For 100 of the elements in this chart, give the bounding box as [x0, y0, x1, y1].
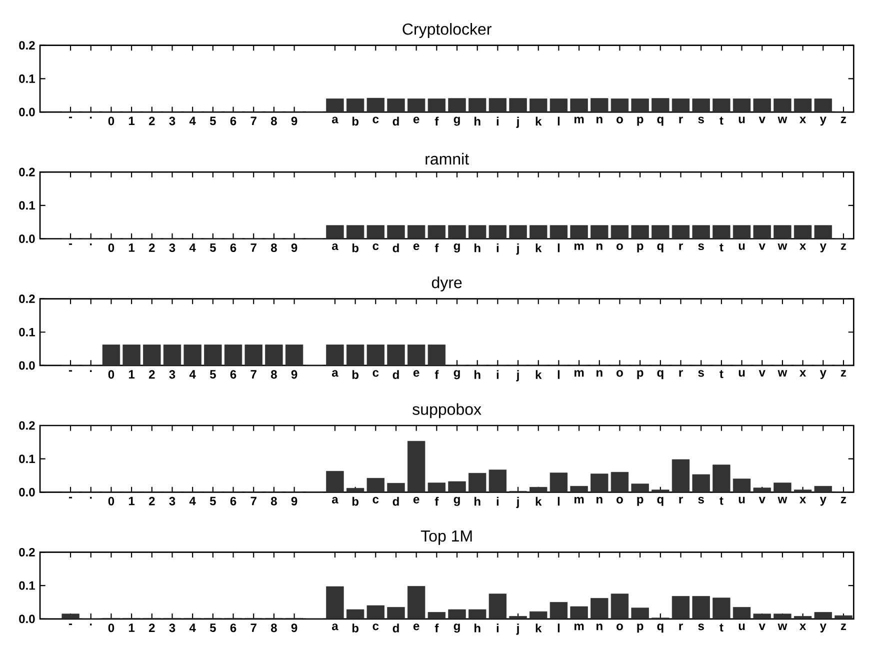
x-tick-label: d — [392, 370, 399, 380]
y-tick-label: 0.1 — [19, 328, 35, 336]
x-tick-label: z — [840, 496, 846, 504]
x-tick-label: s — [698, 496, 704, 504]
x-tick-label: p — [637, 116, 644, 126]
x-tick-label: o — [616, 370, 623, 377]
x-tick-label: w — [778, 496, 788, 504]
x-tick-label: e — [413, 624, 420, 630]
y-tick-label: 0.2 — [19, 294, 35, 304]
x-tick-label: 3 — [169, 116, 176, 126]
y-tick-label: 0.0 — [19, 361, 35, 370]
x-tick-label: 8 — [270, 370, 277, 379]
chart-title: Top 1M — [420, 530, 472, 545]
x-tick-label: s — [698, 370, 704, 377]
x-tick-label: d — [392, 244, 399, 252]
x-tick-label: k — [536, 370, 542, 379]
x-tick-label: 1 — [128, 496, 135, 506]
x-tick-label: r — [679, 244, 683, 250]
x-tick-label: p — [637, 244, 644, 252]
x-tick-label: t — [720, 496, 724, 505]
x-tick-label: 4 — [189, 624, 196, 632]
x-tick-label: m — [574, 496, 584, 504]
x-tick-label: - — [68, 370, 72, 372]
x-tick-label: f — [434, 496, 439, 506]
x-tick-label: h — [474, 244, 480, 252]
x-tick-label: 8 — [270, 496, 277, 506]
x-tick-label: y — [820, 624, 826, 632]
x-tick-label: 2 — [148, 370, 155, 379]
x-tick-label: r — [679, 624, 683, 630]
x-tick-label: i — [496, 624, 499, 632]
x-tick-label: k — [536, 116, 542, 126]
x-tick-label: k — [536, 244, 542, 252]
x-tick-label: q — [657, 116, 664, 126]
x-tick-label: 2 — [148, 624, 155, 632]
x-tick-label: g — [454, 116, 460, 126]
x-tick-label: 2 — [148, 496, 155, 506]
x-tick-label: t — [720, 624, 724, 632]
x-tick-label: 1 — [128, 244, 135, 252]
x-tick-label: p — [637, 496, 644, 506]
x-tick-label: e — [413, 116, 420, 124]
x-tick-label: 7 — [250, 244, 256, 252]
x-tick-label: b — [352, 496, 358, 506]
x-tick-label: z — [840, 624, 846, 630]
x-tick-label: - — [68, 116, 72, 118]
x-tick-label: 5 — [210, 244, 216, 252]
x-tick-label: b — [352, 116, 358, 126]
x-tick-label: 0 — [108, 370, 114, 379]
x-tick-label: r — [679, 370, 683, 377]
x-tick-label: d — [392, 496, 399, 506]
x-tick-label: r — [679, 496, 683, 504]
x-tick-label: q — [657, 496, 664, 506]
y-tick-label: 0.2 — [19, 41, 35, 50]
x-tick-label: o — [616, 244, 623, 250]
x-tick-label: e — [413, 244, 420, 250]
chart-title: dyre — [432, 276, 462, 292]
x-tick-label: 5 — [210, 116, 216, 126]
y-tick-label: 0.0 — [19, 614, 35, 624]
x-tick-label: 6 — [230, 370, 236, 379]
x-tick-label: 1 — [128, 116, 135, 126]
x-tick-label: 4 — [189, 244, 196, 252]
x-tick-label: 4 — [189, 370, 196, 378]
x-tick-label: q — [657, 244, 664, 252]
x-tick-label: c — [372, 116, 379, 124]
x-tick-label: i — [496, 244, 499, 252]
x-tick-label: l — [558, 496, 560, 506]
x-tick-label: d — [392, 116, 399, 126]
y-tick-label: 0.1 — [19, 74, 35, 83]
y-tick-label: 0.1 — [19, 201, 35, 210]
x-tick-label: m — [574, 624, 584, 630]
x-tick-label: n — [596, 244, 602, 250]
x-tick-label: 8 — [270, 116, 277, 126]
x-tick-label: w — [778, 624, 788, 630]
x-tick-label: y — [820, 370, 826, 380]
x-tick-label: x — [800, 244, 806, 250]
x-tick-label: 9 — [291, 116, 298, 126]
y-tick-label: 0.2 — [19, 548, 35, 557]
x-tick-label: 1 — [128, 624, 135, 632]
x-tick-label: h — [474, 496, 480, 506]
x-tick-label: y — [820, 496, 826, 506]
x-tick-label: 4 — [189, 496, 196, 506]
x-tick-label: 8 — [270, 624, 277, 632]
x-tick-label: g — [454, 370, 460, 380]
x-tick-label: b — [352, 370, 358, 380]
x-tick-label: c — [372, 370, 379, 377]
x-tick-label: - — [68, 496, 72, 498]
x-tick-label: q — [657, 624, 664, 633]
x-tick-label: 5 — [210, 370, 216, 379]
x-tick-label: c — [372, 624, 379, 630]
x-tick-label: . — [90, 624, 92, 626]
x-tick-label: i — [496, 116, 499, 126]
x-tick-label: f — [434, 370, 439, 379]
x-tick-label: e — [413, 370, 420, 377]
x-tick-label: y — [820, 116, 826, 126]
x-tick-label: m — [574, 116, 584, 124]
x-tick-label: 7 — [250, 496, 256, 506]
x-tick-label: 0 — [108, 244, 114, 252]
x-tick-label: 2 — [148, 116, 155, 126]
x-tick-label: w — [778, 370, 788, 377]
x-tick-label: y — [820, 244, 826, 252]
x-tick-label: i — [496, 370, 499, 379]
